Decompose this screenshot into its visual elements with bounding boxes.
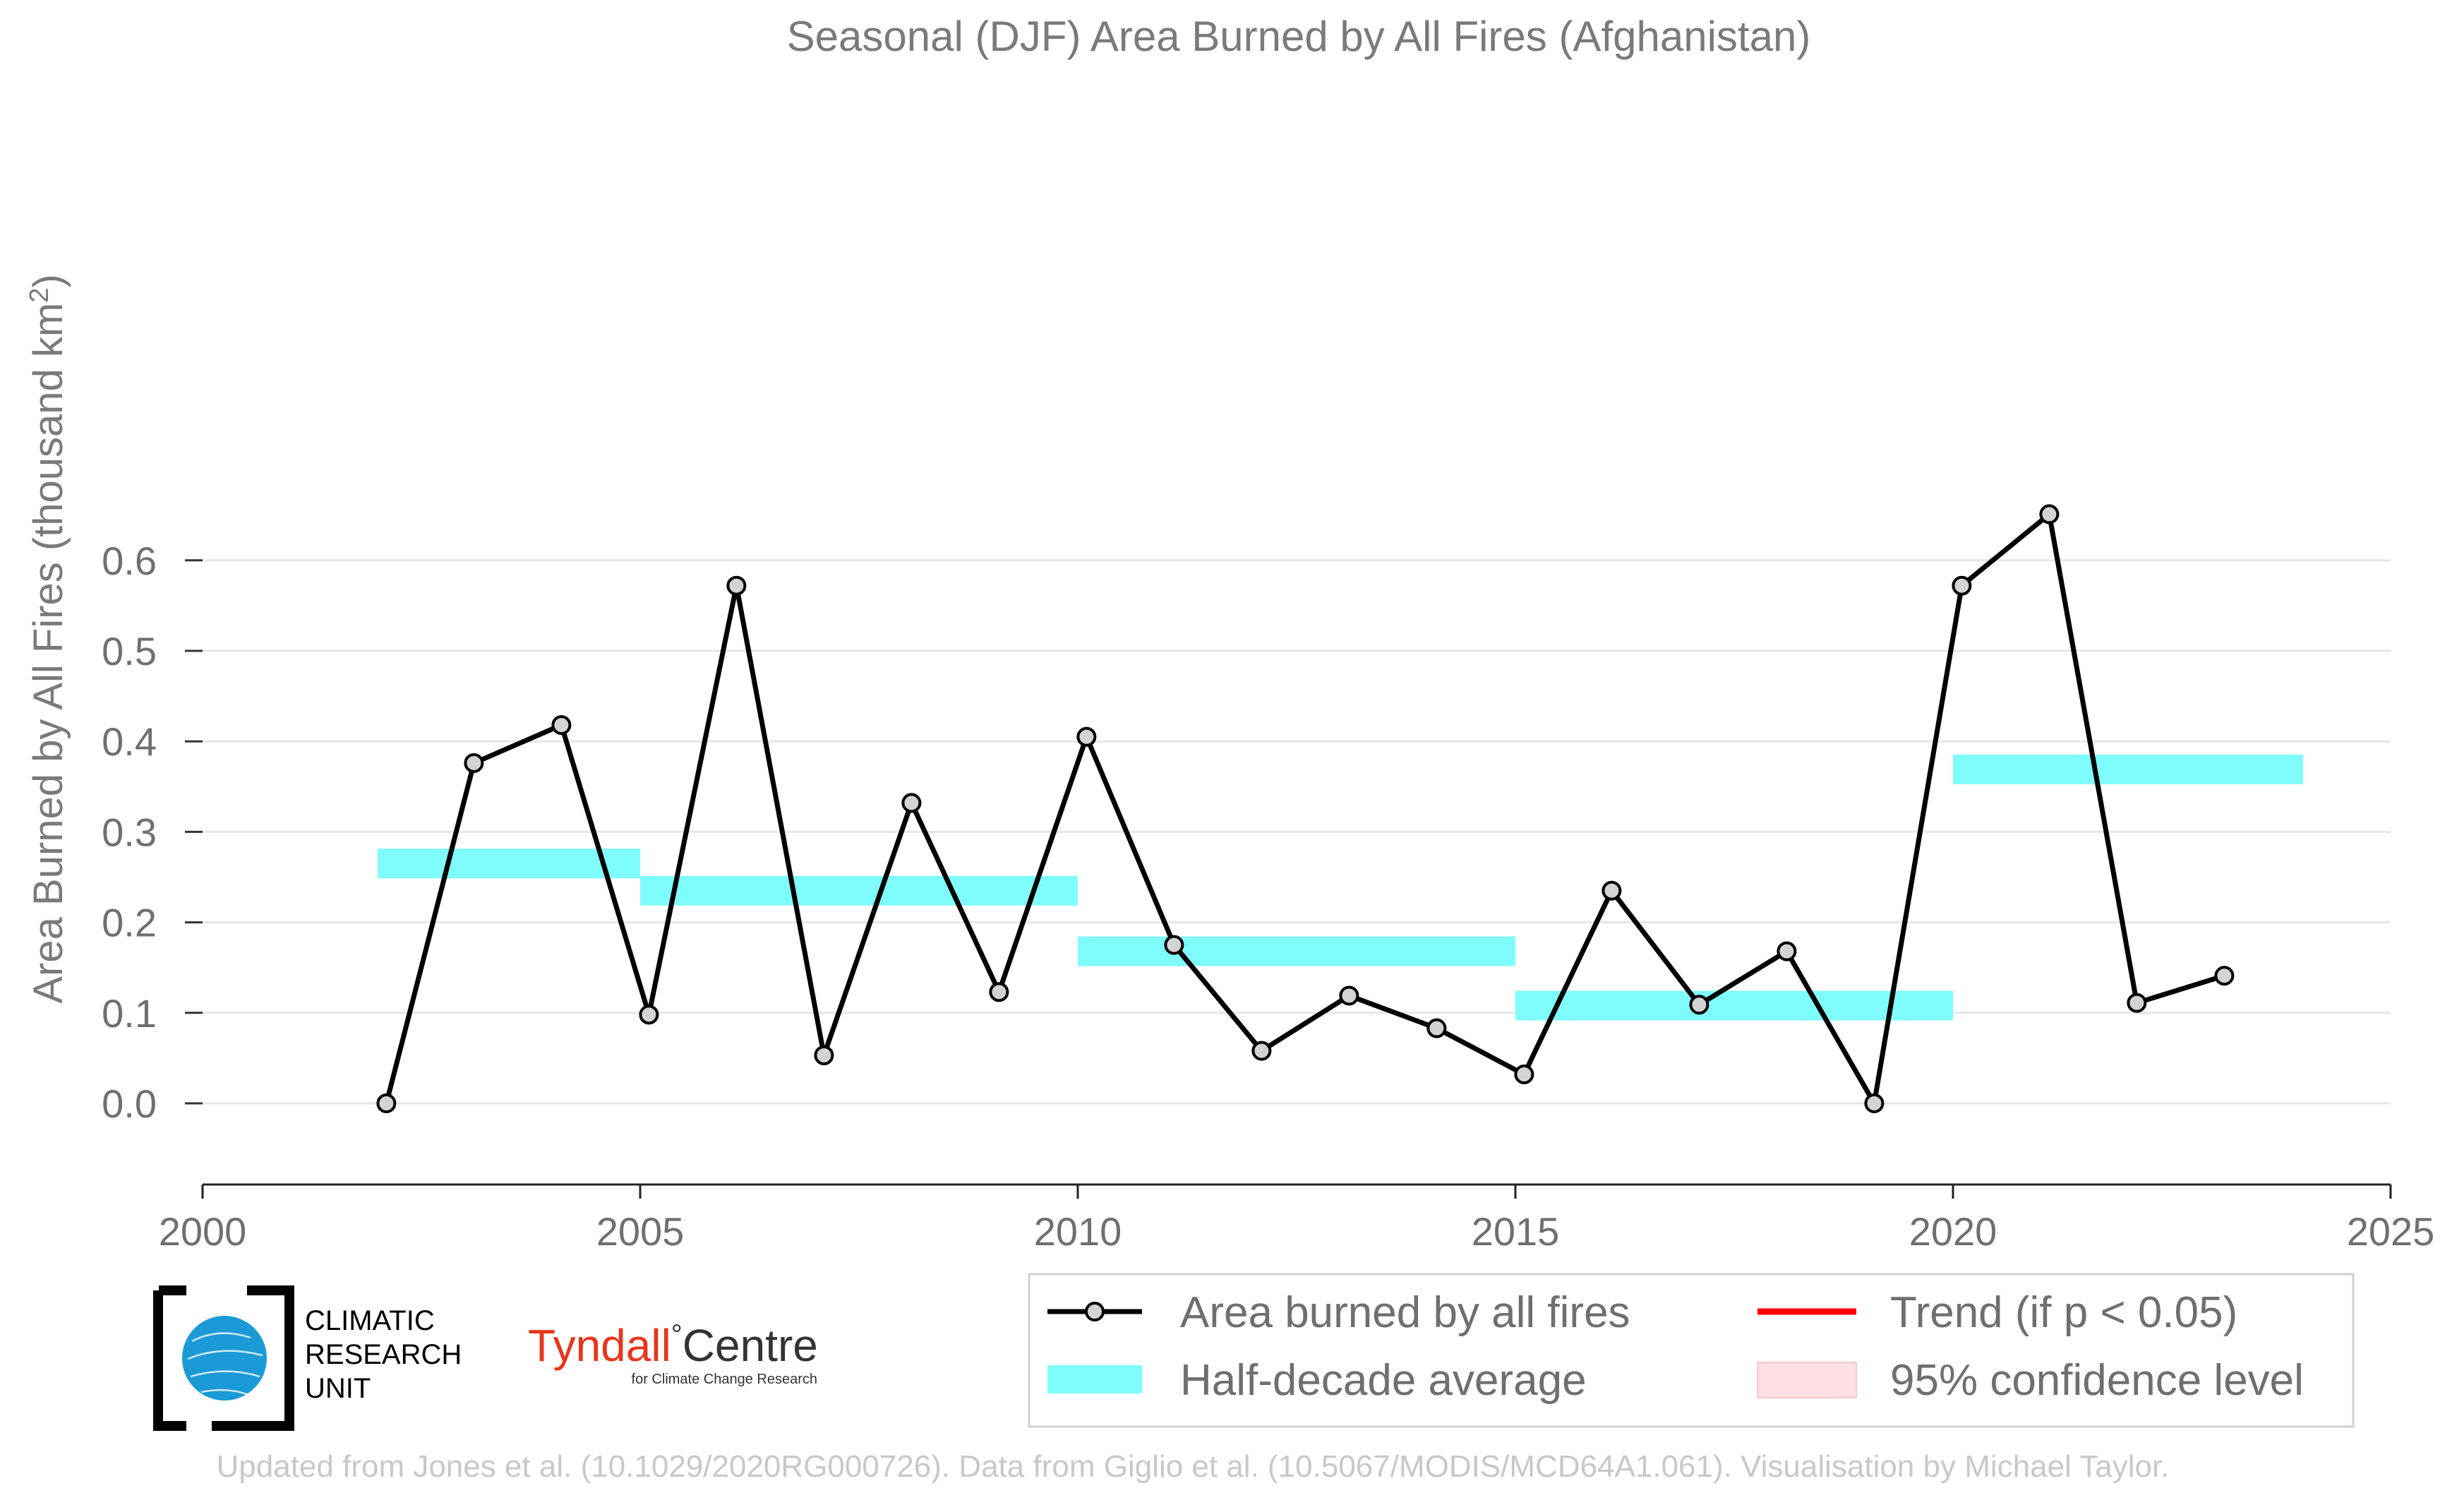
half-decade-average-bars <box>378 754 2303 1021</box>
y-axis-label-close: ) <box>25 274 71 287</box>
half-decade-average-bar <box>378 849 640 879</box>
legend-label-half-decade: Half-decade average <box>1180 1356 1587 1405</box>
data-point <box>1339 985 1359 1006</box>
grid-lines <box>203 559 2391 1105</box>
data-point <box>989 982 1009 1002</box>
axes: 0.0 0.1 0.2 0.3 0.4 0.5 0.6 2000 2005 2010 2015 202… <box>102 539 2434 1254</box>
legend-box <box>1028 1273 2355 1428</box>
y-tick-label: 0.5 <box>102 629 157 673</box>
tyndall-logo-title: Tyndall°Centre <box>528 1319 818 1371</box>
y-tick-label: 0.1 <box>102 991 157 1036</box>
tyndall-name: Tyndall <box>528 1320 671 1371</box>
half-decade-average-bar <box>1953 754 2303 784</box>
data-point <box>1251 1041 1272 1061</box>
x-tick-label: 2015 <box>1472 1209 1560 1254</box>
data-point <box>1164 935 1184 955</box>
data-point <box>376 1093 397 1113</box>
series-markers <box>376 504 2235 1113</box>
chart-title: Seasonal (DJF) Area Burned by All Fires … <box>787 13 1811 60</box>
cru-logo-frame-right <box>212 1285 294 1431</box>
y-axis-label-main: Area Burned by All Fires (thousand km <box>25 303 71 1004</box>
data-point <box>901 793 922 813</box>
y-tick-label: 0.2 <box>102 901 157 945</box>
cru-logo-line-2: RESEARCH <box>305 1339 462 1370</box>
data-point <box>2039 504 2060 524</box>
footer-credit: Updated from Jones et al. (10.1029/2020R… <box>217 1449 2170 1484</box>
x-tick-label: 2025 <box>2347 1209 2435 1254</box>
half-decade-average-bar <box>640 875 1078 906</box>
tyndall-logo-subtitle: for Climate Change Research <box>632 1372 817 1387</box>
data-point <box>726 575 747 596</box>
data-point <box>1514 1064 1534 1084</box>
half-decade-average-bar <box>1515 990 1953 1021</box>
data-point <box>1601 880 1622 901</box>
data-point <box>814 1045 834 1066</box>
data-point <box>2214 966 2235 986</box>
x-tick-label: 2010 <box>1034 1209 1122 1254</box>
data-point <box>464 752 484 773</box>
legend-marker-area-burned <box>1085 1302 1105 1321</box>
y-tick-label: 0.6 <box>102 539 157 583</box>
data-point <box>1426 1018 1447 1038</box>
data-point <box>2127 993 2147 1013</box>
data-point <box>1864 1093 1885 1113</box>
data-point <box>639 1005 659 1025</box>
tyndall-logo: Tyndall°Centre for Climate Change Resear… <box>528 1319 818 1387</box>
y-axis-label-sup: 2 <box>25 288 54 303</box>
x-tick-label: 2020 <box>1909 1209 1997 1254</box>
x-tick-label: 2005 <box>596 1209 685 1254</box>
globe-contour-lines <box>187 1332 263 1396</box>
legend-label-trend: Trend (if p < 0.05) <box>1890 1288 2237 1337</box>
tyndall-centre: Centre <box>683 1320 818 1371</box>
tyndall-degree: ° <box>671 1319 683 1350</box>
legend: Area burned by all fires Trend (if p < 0… <box>1028 1273 2355 1428</box>
legend-label-confidence: 95% confidence level <box>1890 1356 2304 1405</box>
series-line <box>384 509 2225 1111</box>
data-point <box>551 715 572 736</box>
data-point <box>1076 726 1097 747</box>
legend-symbol-half-decade <box>1047 1365 1142 1393</box>
legend-label-area-burned: Area burned by all fires <box>1180 1288 1630 1337</box>
y-axis-label: Area Burned by All Fires (thousand km2) <box>25 274 71 1003</box>
data-point <box>1952 575 1972 596</box>
y-tick-label: 0.0 <box>102 1081 157 1126</box>
globe-icon <box>182 1316 267 1401</box>
cru-logo-line-3: UNIT <box>305 1373 371 1404</box>
y-tick-label: 0.4 <box>102 719 157 764</box>
area-burned-line <box>384 509 2225 1111</box>
x-tick-label: 2000 <box>159 1209 247 1254</box>
data-point <box>1777 941 1797 961</box>
y-tick-label: 0.3 <box>102 810 157 854</box>
data-point <box>1689 995 1709 1015</box>
cru-logo-line-1: CLIMATIC <box>305 1305 435 1336</box>
half-decade-average-bar <box>1078 936 1515 966</box>
cru-logo-frame-left <box>153 1285 186 1431</box>
legend-symbol-confidence <box>1757 1362 1857 1398</box>
cru-logo: CLIMATIC RESEARCH UNIT <box>153 1285 462 1431</box>
